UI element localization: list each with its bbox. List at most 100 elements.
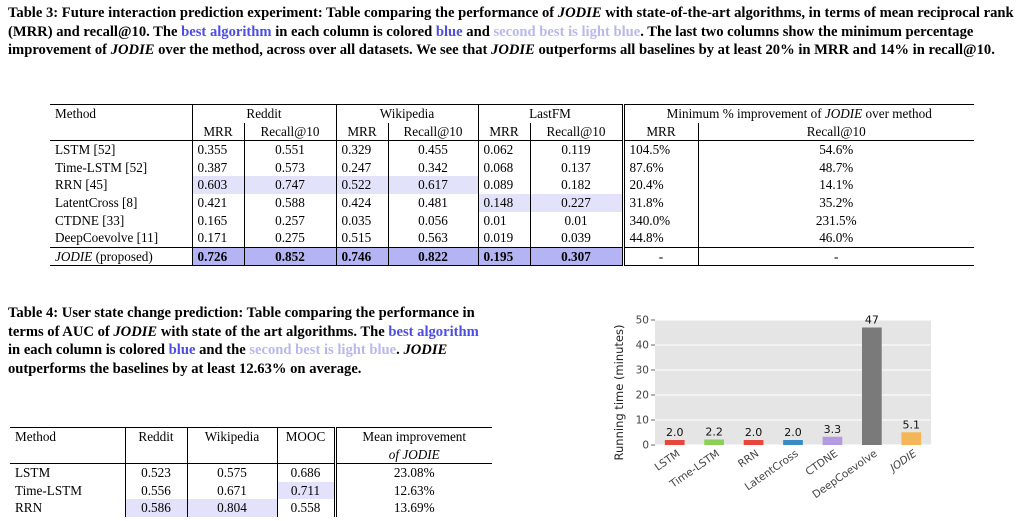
method-cell: JODIE (proposed): [55, 248, 153, 264]
value-cell: 0.182: [529, 176, 623, 194]
subheader-cell: MRR: [191, 122, 244, 141]
x-tick-label: LSTM: [653, 448, 683, 474]
value-cell: 0.257: [243, 211, 336, 230]
value-cell: 20.4%: [621, 176, 698, 194]
value-cell: 0.01: [529, 211, 623, 230]
value-cell: 0.822: [387, 247, 478, 266]
value-cell: 0.746: [335, 247, 388, 266]
value-cell: 13.69%: [333, 499, 492, 517]
y-axis-label: Running time (minutes): [612, 325, 626, 461]
table-row: RRN 0.586 0.804 0.558 13.69%: [10, 499, 492, 517]
bar: [664, 440, 685, 445]
table-row: Time-LSTM 0.556 0.671 0.711 12.63%: [10, 481, 492, 500]
header-method: Method: [55, 106, 97, 121]
value-cell: 0.329: [335, 140, 388, 159]
header-wikipedia: Wikipedia: [186, 427, 277, 446]
value-cell: 0.455: [387, 140, 478, 159]
value-cell: 0.586: [124, 499, 187, 517]
value-cell: 48.7%: [697, 158, 974, 177]
value-cell: 0.019: [477, 229, 530, 248]
y-tick-label: 0: [642, 440, 649, 452]
table3: Method Reddit Wikipedia LastFM Minimum %…: [50, 104, 974, 266]
value-cell: 0.726: [191, 247, 244, 266]
value-cell: 0.711: [276, 481, 335, 500]
running-time-chart: 010203040502.0LSTM2.2Time-LSTM2.0RRN2.0L…: [612, 314, 931, 501]
value-cell: 0.481: [387, 193, 478, 212]
bar-value-label: 3.3: [824, 423, 842, 436]
value-cell: 231.5%: [697, 211, 974, 230]
bar-value-label: 2.0: [784, 426, 802, 439]
header-reddit: Reddit: [124, 427, 187, 446]
table-row: LSTM 0.523 0.575 0.686 23.08%: [10, 463, 492, 482]
value-cell: 0.523: [124, 463, 187, 482]
value-cell: 0.137: [529, 158, 623, 177]
value-cell: 0.148: [477, 193, 530, 212]
value-cell: 0.671: [186, 481, 277, 500]
value-cell: 12.63%: [333, 481, 492, 500]
method-cell: RRN: [15, 500, 43, 516]
table3-caption: Table 3: Future interaction prediction e…: [8, 5, 1014, 58]
method-cell: LSTM: [15, 465, 51, 481]
bar: [743, 440, 764, 445]
value-cell: 0.558: [276, 499, 335, 517]
bar: [704, 439, 724, 445]
subheader-cell: Recall@10: [697, 122, 974, 141]
bar: [901, 432, 922, 445]
subheader-cell: MRR: [621, 122, 698, 141]
bar: [783, 440, 803, 445]
value-cell: 0.686: [276, 463, 335, 482]
table-row: CTDNE [33] 0.165 0.257 0.035 0.056 0.01 …: [50, 211, 974, 230]
header-improvement: Minimum % improvement of JODIE over meth…: [621, 104, 974, 123]
value-cell: 35.2%: [697, 193, 974, 212]
y-tick-label: 30: [636, 365, 649, 377]
value-cell: 0.852: [243, 247, 336, 266]
y-tick-label: 10: [636, 415, 649, 427]
value-cell: 0.089: [477, 176, 530, 194]
value-cell: 31.8%: [621, 193, 698, 212]
value-cell: 0.068: [477, 158, 530, 177]
value-cell: 0.421: [191, 193, 244, 212]
y-tick-label: 20: [636, 390, 649, 402]
method-cell: RRN [45]: [55, 177, 108, 193]
value-cell: 0.01: [477, 211, 530, 230]
value-cell: 44.8%: [621, 229, 698, 248]
method-cell: DeepCoevolve [11]: [55, 230, 159, 246]
subheader-cell: Recall@10: [387, 122, 478, 141]
method-cell: LatentCross [8]: [55, 194, 138, 210]
value-cell: 0.227: [529, 193, 623, 212]
table-row-jodie: JODIE (proposed) 0.726 0.852 0.746 0.822…: [50, 247, 974, 266]
value-cell: 0.573: [243, 158, 336, 177]
header-wikipedia: Wikipedia: [335, 104, 478, 123]
table-row: RRN [45] 0.603 0.747 0.522 0.617 0.089 0…: [50, 176, 974, 194]
bar: [862, 327, 882, 445]
plot-background: [655, 320, 931, 445]
value-cell: -: [697, 247, 974, 266]
header-lastfm: LastFM: [477, 104, 623, 123]
value-cell: 0.551: [243, 140, 336, 159]
value-cell: 0.247: [335, 158, 388, 177]
bar-value-label: 5.1: [903, 418, 921, 431]
method-cell: Time-LSTM: [15, 482, 82, 498]
subheader-cell: Recall@10: [529, 122, 623, 141]
bar-value-label: 47: [865, 314, 879, 327]
value-cell: 0.275: [243, 229, 336, 248]
value-cell: 46.0%: [697, 229, 974, 248]
header-mean-improvement: Mean improvement: [333, 427, 492, 446]
method-cell: CTDNE [33]: [55, 212, 125, 228]
table4-caption: Table 4: User state change prediction: T…: [8, 305, 479, 377]
value-cell: 0.387: [191, 158, 244, 177]
method-cell: Time-LSTM [52]: [55, 159, 148, 175]
value-cell: 0.119: [529, 140, 623, 159]
value-cell: 0.195: [477, 247, 530, 266]
subheader-cell: MRR: [477, 122, 530, 141]
value-cell: 0.515: [335, 229, 388, 248]
value-cell: 23.08%: [333, 463, 492, 482]
header-reddit: Reddit: [191, 104, 336, 123]
value-cell: 14.1%: [697, 176, 974, 194]
method-cell: LSTM [52]: [55, 142, 116, 158]
value-cell: 0.588: [243, 193, 336, 212]
value-cell: 0.062: [477, 140, 530, 159]
x-tick-label: RRN: [736, 448, 761, 471]
table3-subheader-row: MRR Recall@10 MRR Recall@10 MRR Recall@1…: [50, 122, 974, 141]
table4: Method Reddit Wikipedia MOOC Mean improv…: [10, 427, 492, 517]
